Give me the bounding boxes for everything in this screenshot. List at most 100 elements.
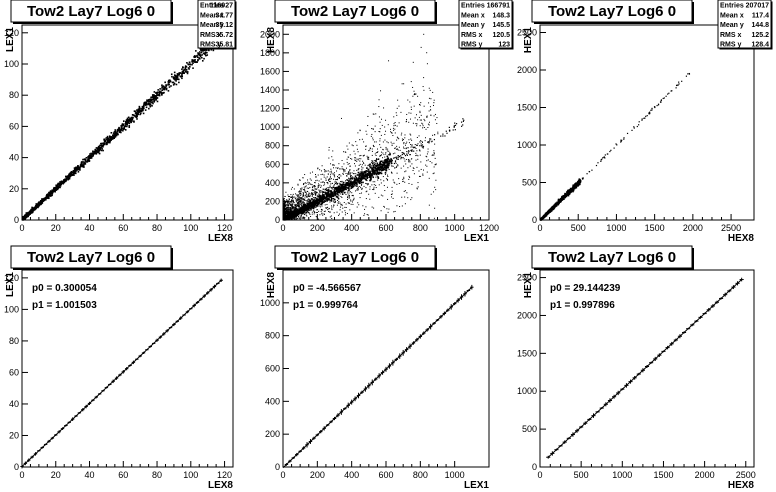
- data-point: [426, 171, 428, 173]
- data-point: [297, 209, 300, 212]
- data-point: [133, 120, 135, 123]
- data-point: [361, 164, 363, 166]
- data-point: [297, 213, 300, 215]
- data-point: [412, 170, 414, 172]
- data-point: [322, 200, 324, 202]
- data-point: [201, 56, 203, 59]
- data-point: [53, 190, 55, 193]
- data-point: [387, 161, 389, 163]
- data-point: [418, 116, 420, 118]
- data-point: [308, 208, 310, 210]
- data-point: [305, 194, 307, 196]
- data-point: [442, 135, 444, 137]
- data-point: [368, 157, 370, 159]
- data-point: [411, 163, 413, 165]
- data-point: [84, 162, 86, 164]
- data-point: [414, 144, 416, 146]
- data-point: [97, 151, 100, 154]
- data-point: [433, 217, 435, 219]
- data-point: [320, 208, 322, 210]
- data-point: [136, 118, 138, 120]
- data-point: [304, 182, 306, 184]
- data-point: [302, 177, 304, 179]
- data-point: [288, 196, 290, 198]
- data-point: [292, 203, 294, 205]
- data-point: [330, 170, 332, 172]
- data-point: [305, 209, 307, 211]
- data-point: [314, 197, 317, 199]
- data-point: [329, 177, 331, 179]
- data-point: [417, 186, 419, 188]
- data-point: [388, 160, 390, 163]
- data-point: [309, 195, 311, 197]
- data-point: [422, 174, 424, 176]
- data-point: [109, 136, 111, 139]
- data-point: [341, 211, 343, 213]
- data-point: [358, 204, 360, 206]
- data-point: [35, 203, 38, 205]
- data-point: [181, 74, 183, 76]
- data-point: [366, 213, 368, 215]
- data-point: [413, 168, 415, 170]
- data-point: [307, 210, 309, 212]
- data-point: [379, 171, 381, 173]
- data-point: [69, 172, 72, 174]
- data-point: [299, 200, 301, 202]
- data-point: [348, 189, 350, 192]
- data-point: [315, 176, 317, 178]
- data-point: [341, 160, 343, 162]
- data-point: [330, 198, 333, 201]
- data-point: [350, 203, 352, 205]
- data-point: [169, 80, 172, 83]
- data-point: [48, 197, 50, 200]
- data-point: [311, 189, 313, 191]
- data-point: [380, 172, 383, 175]
- data-point: [355, 157, 357, 159]
- data-point: [200, 49, 202, 51]
- data-point: [374, 192, 376, 194]
- data-point: [361, 138, 363, 140]
- data-point: [301, 209, 303, 211]
- data-point: [205, 49, 208, 51]
- data-point: [417, 119, 419, 121]
- data-point: [341, 184, 343, 186]
- data-point: [102, 144, 105, 147]
- data-point: [359, 180, 362, 182]
- data-point: [330, 215, 332, 217]
- data-point: [299, 197, 301, 199]
- data-point: [347, 196, 349, 198]
- data-point: [403, 190, 405, 192]
- data-point: [385, 152, 387, 154]
- data-point: [301, 197, 303, 199]
- data-point: [415, 123, 417, 125]
- data-point: [380, 160, 383, 163]
- data-point: [200, 51, 203, 54]
- data-point: [59, 184, 61, 187]
- data-point: [311, 192, 313, 194]
- data-point: [368, 156, 370, 158]
- data-point: [394, 128, 396, 130]
- data-point: [303, 183, 305, 185]
- y-tick-label: 600: [265, 159, 280, 169]
- data-point: [306, 206, 308, 208]
- data-point: [184, 68, 187, 70]
- data-point: [101, 145, 104, 148]
- data-point: [296, 194, 298, 196]
- data-point: [314, 173, 316, 175]
- data-point: [433, 154, 435, 156]
- data-point: [303, 213, 305, 215]
- data-point: [304, 190, 306, 192]
- data-point: [122, 124, 124, 127]
- data-point: [298, 201, 300, 203]
- data-point: [350, 179, 352, 181]
- data-point: [377, 151, 379, 153]
- data-point: [377, 173, 379, 175]
- data-point: [285, 201, 287, 203]
- data-point: [297, 204, 299, 206]
- data-point: [50, 194, 52, 196]
- data-point: [367, 115, 369, 117]
- data-point: [293, 218, 295, 220]
- data-point: [100, 142, 102, 145]
- data-point: [106, 141, 108, 144]
- data-point: [182, 66, 184, 69]
